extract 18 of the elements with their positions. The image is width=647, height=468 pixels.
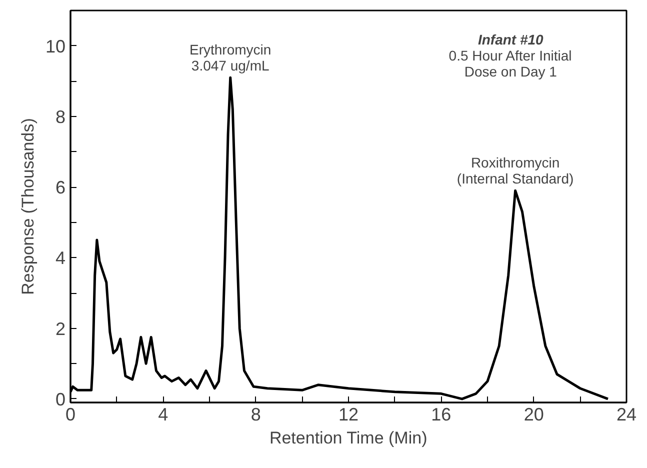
text: 0.5 Hour After Initial Dose on Day 1 [448,48,572,80]
x-tick-label: 16 [431,404,452,424]
y-tick-label: 6 [55,178,66,198]
annotation: Erythromycin 3.047 ug/mL [190,42,272,74]
x-axis-title: Retention Time (Min) [269,428,428,448]
x-tick-label: 8 [250,404,261,424]
y-tick-label: 10 [45,36,66,56]
x-tick-label: 4 [158,404,168,424]
y-tick-label: 2 [55,318,66,339]
y-tick-label: 4 [55,248,66,268]
y-tick-label: 0 [55,389,66,410]
y-tick-label: 8 [55,106,66,127]
x-tick-label: 24 [616,404,637,424]
text: Infant #10 [478,32,544,48]
x-tick-label: 12 [338,404,359,424]
y-axis-title: Response (Thousands) [18,118,38,295]
annotation: Roxithromycin (Internal Standard) [456,154,574,187]
x-tick-label: 20 [524,404,544,424]
